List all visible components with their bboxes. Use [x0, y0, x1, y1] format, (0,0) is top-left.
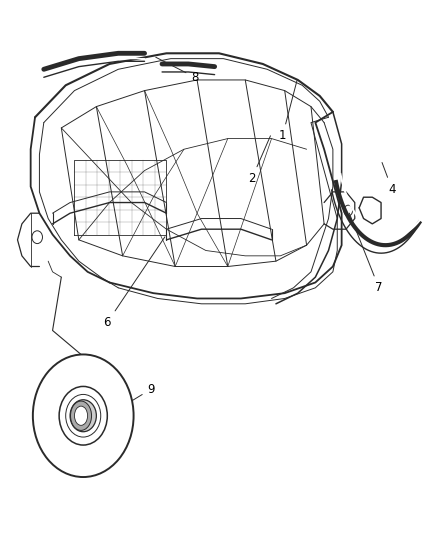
Ellipse shape: [71, 401, 92, 431]
Text: 4: 4: [382, 163, 396, 196]
Text: 9: 9: [110, 383, 155, 414]
Ellipse shape: [74, 406, 88, 425]
Text: 6: 6: [103, 237, 165, 329]
Circle shape: [33, 354, 134, 477]
Text: 7: 7: [349, 213, 383, 294]
Text: 1: 1: [279, 80, 297, 142]
Text: 8: 8: [156, 57, 198, 84]
Text: 2: 2: [248, 136, 270, 185]
Circle shape: [70, 400, 96, 432]
Circle shape: [59, 386, 107, 445]
